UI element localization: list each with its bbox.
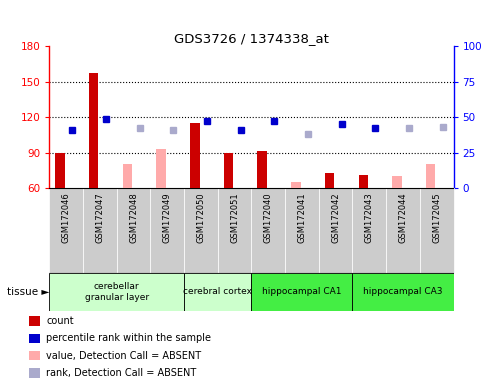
Bar [49, 188, 83, 273]
Text: cerebral cortex: cerebral cortex [183, 287, 252, 296]
Text: hippocampal CA3: hippocampal CA3 [363, 287, 443, 296]
Text: GSM172040: GSM172040 [264, 192, 273, 243]
Bar [224, 152, 233, 188]
Bar [352, 188, 386, 273]
Bar [150, 188, 184, 273]
Text: cerebellar
granular layer: cerebellar granular layer [85, 282, 149, 301]
Bar [29, 333, 39, 343]
Text: GSM172042: GSM172042 [331, 192, 340, 243]
Bar [291, 182, 301, 188]
Bar [89, 73, 99, 188]
Text: GSM172049: GSM172049 [163, 192, 172, 243]
Bar [285, 188, 319, 273]
Text: rank, Detection Call = ABSENT: rank, Detection Call = ABSENT [46, 368, 196, 378]
Bar [117, 188, 150, 273]
Bar [325, 173, 334, 188]
Bar [358, 175, 368, 188]
Text: GSM172047: GSM172047 [95, 192, 105, 243]
Bar [251, 273, 352, 311]
Bar [156, 149, 166, 188]
Bar [55, 152, 65, 188]
Bar [218, 188, 251, 273]
Bar [392, 176, 402, 188]
Text: tissue ►: tissue ► [7, 287, 50, 297]
Text: GSM172041: GSM172041 [297, 192, 307, 243]
Bar [29, 316, 39, 326]
Bar [123, 164, 132, 188]
Bar [49, 273, 184, 311]
Text: GSM172046: GSM172046 [62, 192, 70, 243]
Bar [319, 188, 352, 273]
Text: GSM172045: GSM172045 [432, 192, 441, 243]
Text: GSM172043: GSM172043 [365, 192, 374, 243]
Bar [29, 351, 39, 361]
Text: GSM172044: GSM172044 [398, 192, 408, 243]
Text: GSM172048: GSM172048 [129, 192, 138, 243]
Text: percentile rank within the sample: percentile rank within the sample [46, 333, 211, 343]
Bar [29, 368, 39, 378]
Bar [352, 273, 454, 311]
Title: GDS3726 / 1374338_at: GDS3726 / 1374338_at [174, 32, 329, 45]
Text: count: count [46, 316, 74, 326]
Bar [426, 164, 435, 188]
Bar [251, 188, 285, 273]
Bar [184, 273, 251, 311]
Bar [184, 188, 218, 273]
Bar [420, 188, 454, 273]
Text: hippocampal CA1: hippocampal CA1 [262, 287, 342, 296]
Text: GSM172050: GSM172050 [196, 192, 206, 243]
Bar [190, 123, 200, 188]
Text: value, Detection Call = ABSENT: value, Detection Call = ABSENT [46, 351, 201, 361]
Bar [83, 188, 117, 273]
Text: GSM172051: GSM172051 [230, 192, 239, 243]
Bar [257, 151, 267, 188]
Bar [386, 188, 420, 273]
